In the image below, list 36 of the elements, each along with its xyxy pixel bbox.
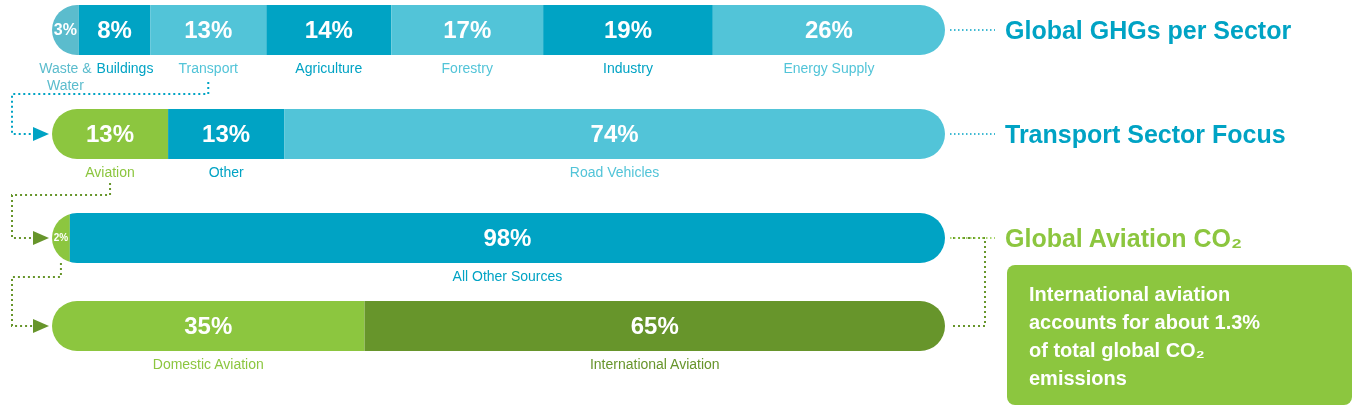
data-label: 74%	[590, 120, 639, 147]
bar	[391, 5, 544, 55]
series-label: Domestic Aviation	[152, 356, 264, 372]
series-label: Forestry	[441, 60, 493, 76]
series-label: Aviation	[85, 164, 135, 180]
bar	[150, 5, 267, 55]
series-label: International Aviation	[589, 356, 720, 372]
data-label: 8%	[97, 16, 132, 43]
series-label: Buildings	[96, 60, 154, 76]
y-tick-label: Global GHGs per Sector	[1005, 16, 1292, 44]
series-label: Other	[208, 164, 244, 180]
data-label: 19%	[603, 16, 653, 43]
data-label: 26%	[804, 16, 853, 43]
data-label: 98%	[483, 224, 532, 251]
data-label: 35%	[184, 312, 233, 339]
data-label: 17%	[443, 16, 492, 43]
series-label: All Other Sources	[452, 268, 563, 284]
y-tick-label: Transport Sector Focus	[1005, 120, 1286, 148]
series-label: Energy Supply	[783, 60, 875, 76]
series-label: Transport	[178, 60, 239, 76]
bar	[266, 5, 392, 55]
series-label: Industry	[603, 60, 653, 76]
y-tick-label: Global Aviation CO₂	[1005, 224, 1243, 252]
data-label: 2%	[53, 232, 69, 244]
series-label: Agriculture	[295, 60, 363, 76]
series-label: Road Vehicles	[569, 164, 660, 180]
bar	[543, 5, 713, 55]
text: International aviation accounts for about 1.3% of total global CO₂ emissions	[1029, 283, 1261, 389]
data-label: 3%	[53, 21, 77, 39]
data-label: 14%	[304, 16, 353, 43]
bar	[712, 5, 945, 55]
data-label: 65%	[630, 312, 679, 339]
data-label: 13%	[184, 16, 233, 43]
series-label: Waste & Water	[39, 60, 93, 93]
data-label: 13%	[202, 120, 251, 147]
data-label: 13%	[86, 120, 135, 147]
